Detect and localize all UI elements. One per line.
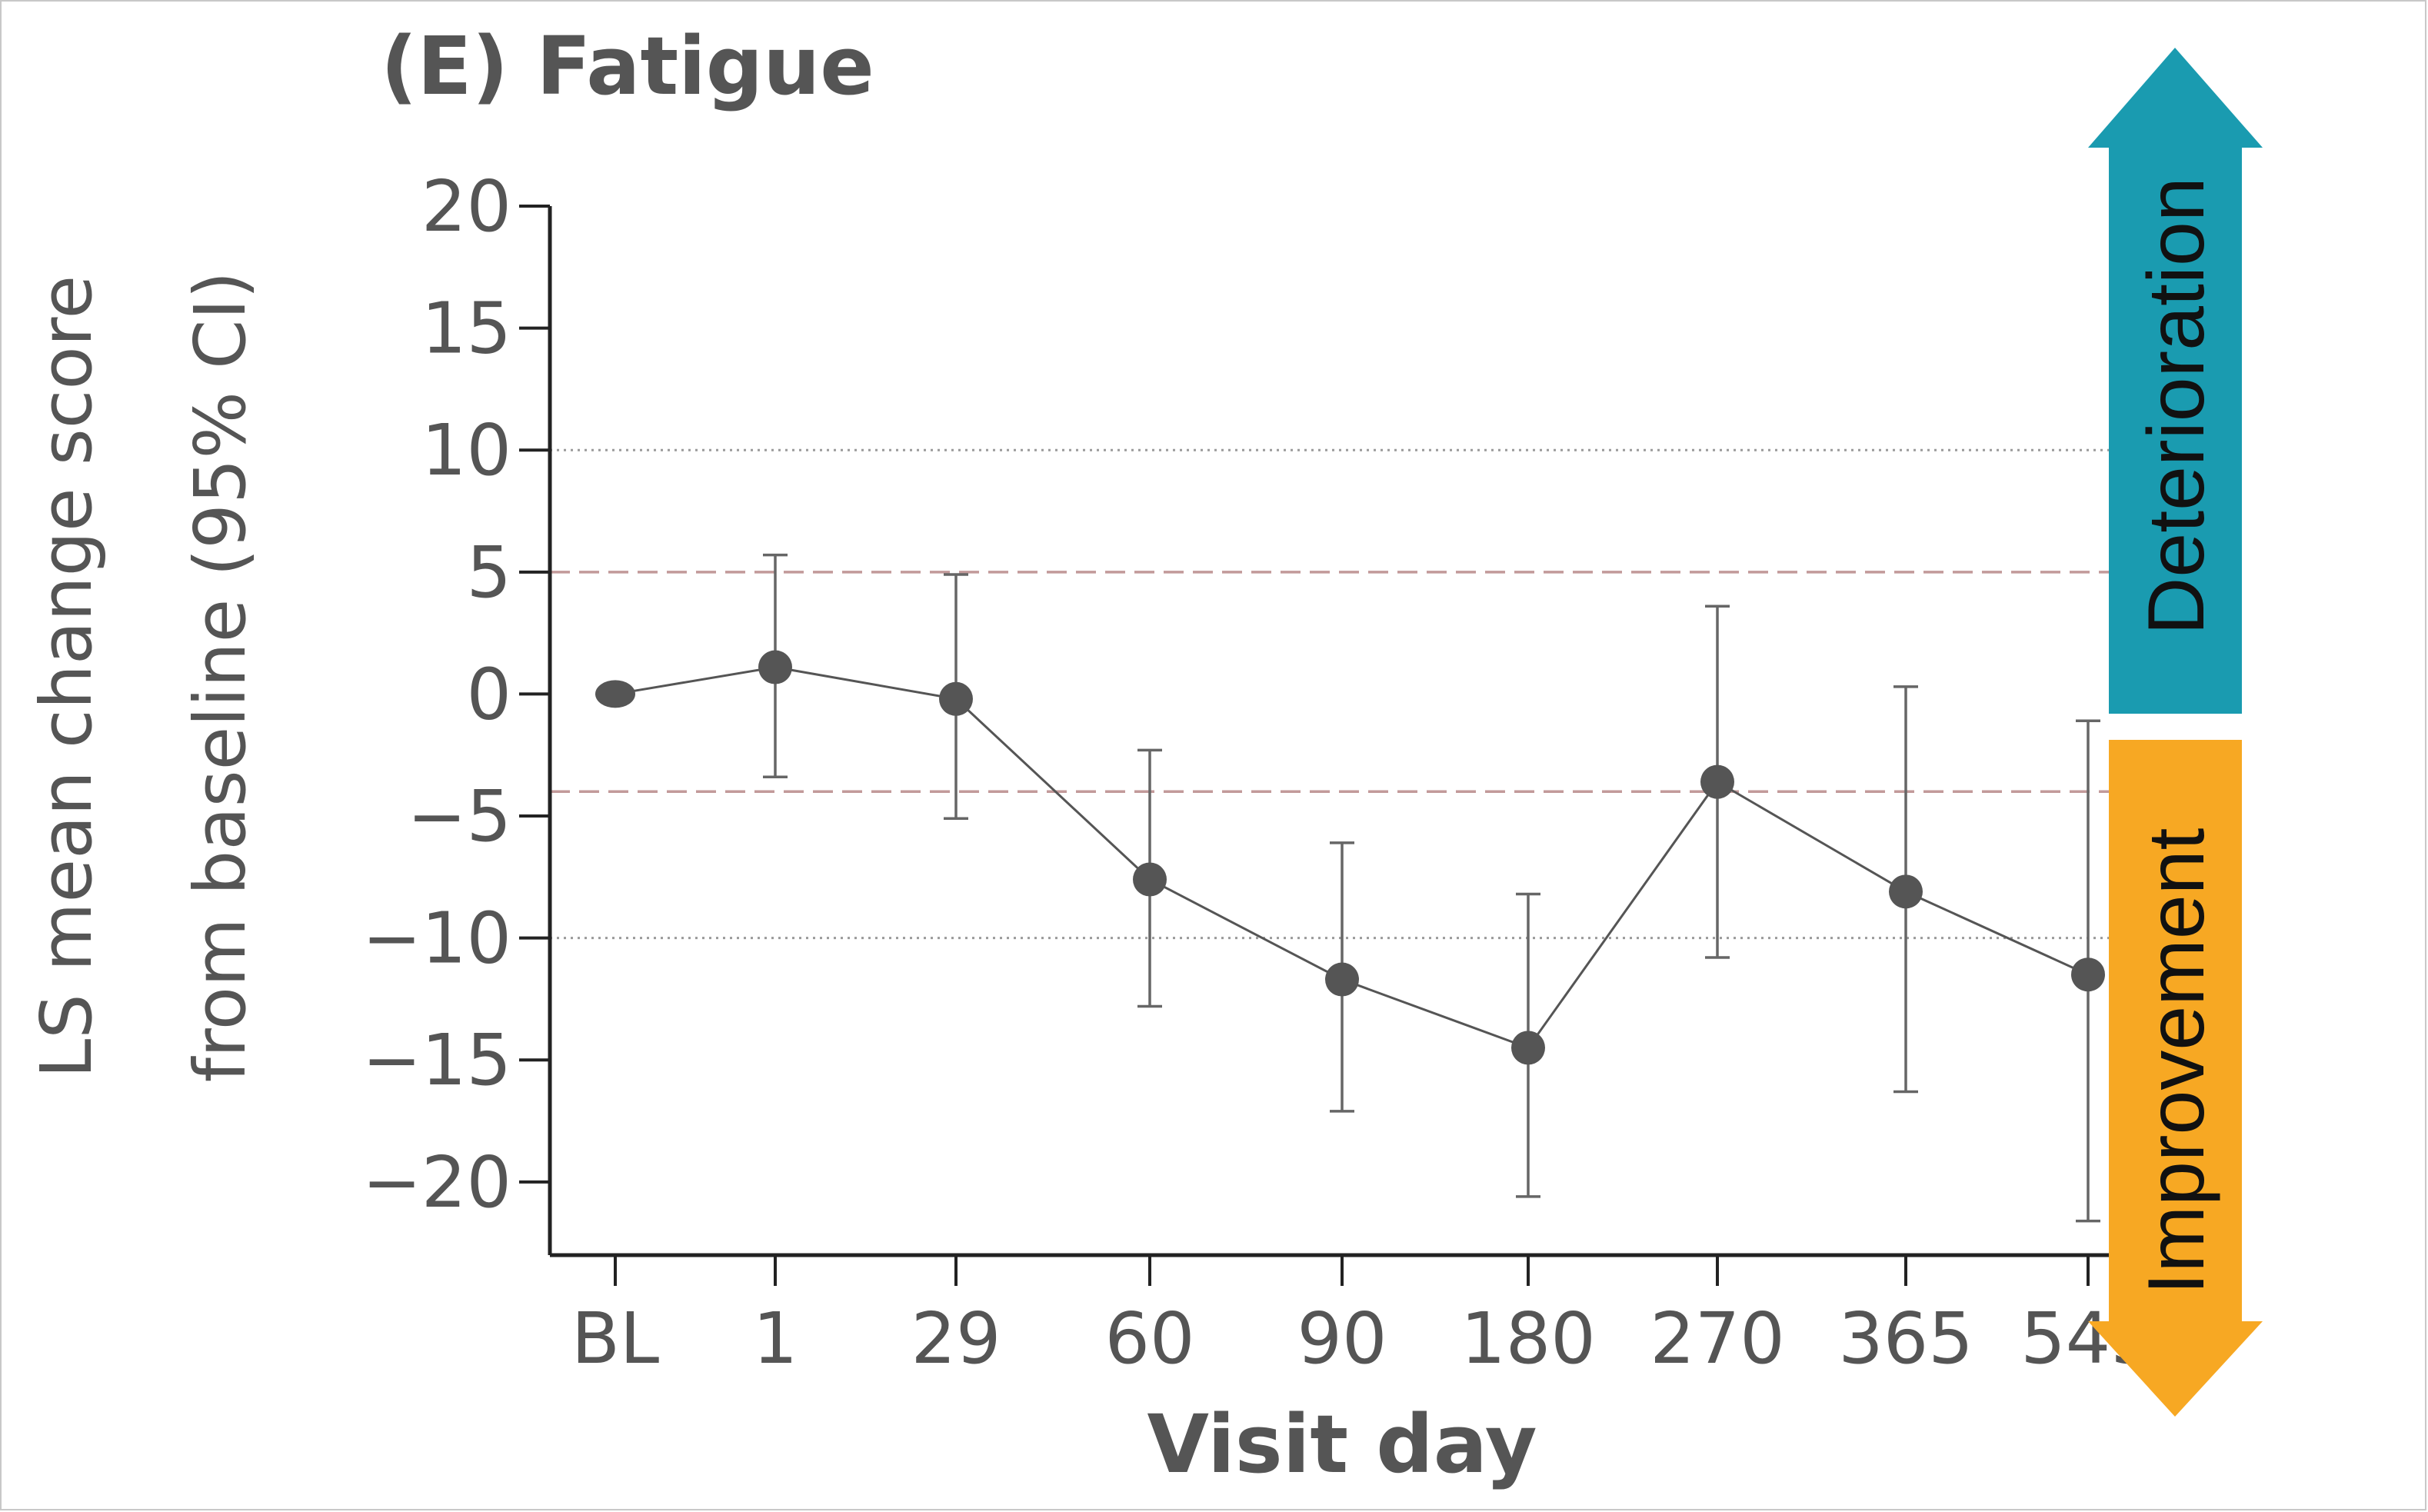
deterioration-arrow-shape bbox=[2088, 48, 2263, 714]
data-point bbox=[1133, 862, 1167, 897]
y-axis-label: LS mean change score from baseline (95% … bbox=[25, 271, 261, 1083]
y-tick-label: −10 bbox=[362, 898, 511, 980]
y-tick-label: 15 bbox=[421, 288, 511, 370]
y-axis-label-line2: from baseline (95% CI) bbox=[179, 271, 261, 1083]
x-tick-label: 365 bbox=[1838, 1297, 1973, 1380]
data-point bbox=[595, 680, 635, 708]
improvement-label: Improvement bbox=[2132, 828, 2221, 1294]
y-tick-label: −20 bbox=[362, 1141, 511, 1224]
y-ticks: 20 15 10 5 0 −5 −10 −15 −20 bbox=[362, 165, 550, 1224]
data-point bbox=[1889, 874, 1923, 909]
y-tick-label: 10 bbox=[421, 409, 511, 491]
x-tick-label: 29 bbox=[911, 1297, 1001, 1380]
deterioration-label: Deterioration bbox=[2132, 177, 2221, 634]
y-tick-label: −15 bbox=[362, 1019, 511, 1101]
y-tick-label: −5 bbox=[407, 775, 511, 858]
data-point bbox=[1325, 962, 1359, 997]
y-tick-label: 0 bbox=[466, 653, 511, 735]
improvement-arrow-shape bbox=[2088, 740, 2263, 1417]
data-point bbox=[939, 681, 973, 716]
x-tick-label: 270 bbox=[1650, 1297, 1785, 1380]
x-ticks: BL 1 29 60 90 180 270 365 545 bbox=[571, 1255, 2156, 1380]
data-point bbox=[758, 650, 792, 684]
x-tick-label: 1 bbox=[753, 1297, 798, 1380]
data-point bbox=[2071, 957, 2105, 992]
improvement-arrow: Improvement bbox=[2088, 740, 2263, 1417]
x-tick-label: BL bbox=[571, 1297, 659, 1380]
reference-lines bbox=[550, 448, 2142, 940]
y-tick-label: 5 bbox=[466, 531, 511, 614]
chart-title: (E) Fatigue bbox=[381, 19, 874, 113]
x-tick-label: 180 bbox=[1460, 1297, 1596, 1380]
x-tick-label: 90 bbox=[1297, 1297, 1387, 1380]
deterioration-arrow: Deterioration bbox=[2088, 48, 2263, 714]
data-point bbox=[1700, 764, 1734, 799]
data-points bbox=[595, 650, 2105, 1065]
y-axis-label-line1: LS mean change score bbox=[25, 275, 108, 1078]
x-axis-label: Visit day bbox=[1147, 1397, 1537, 1491]
axes bbox=[548, 206, 2142, 1257]
x-tick-label: 60 bbox=[1104, 1297, 1194, 1380]
y-tick-label: 20 bbox=[421, 165, 511, 248]
data-point bbox=[1511, 1031, 1545, 1065]
